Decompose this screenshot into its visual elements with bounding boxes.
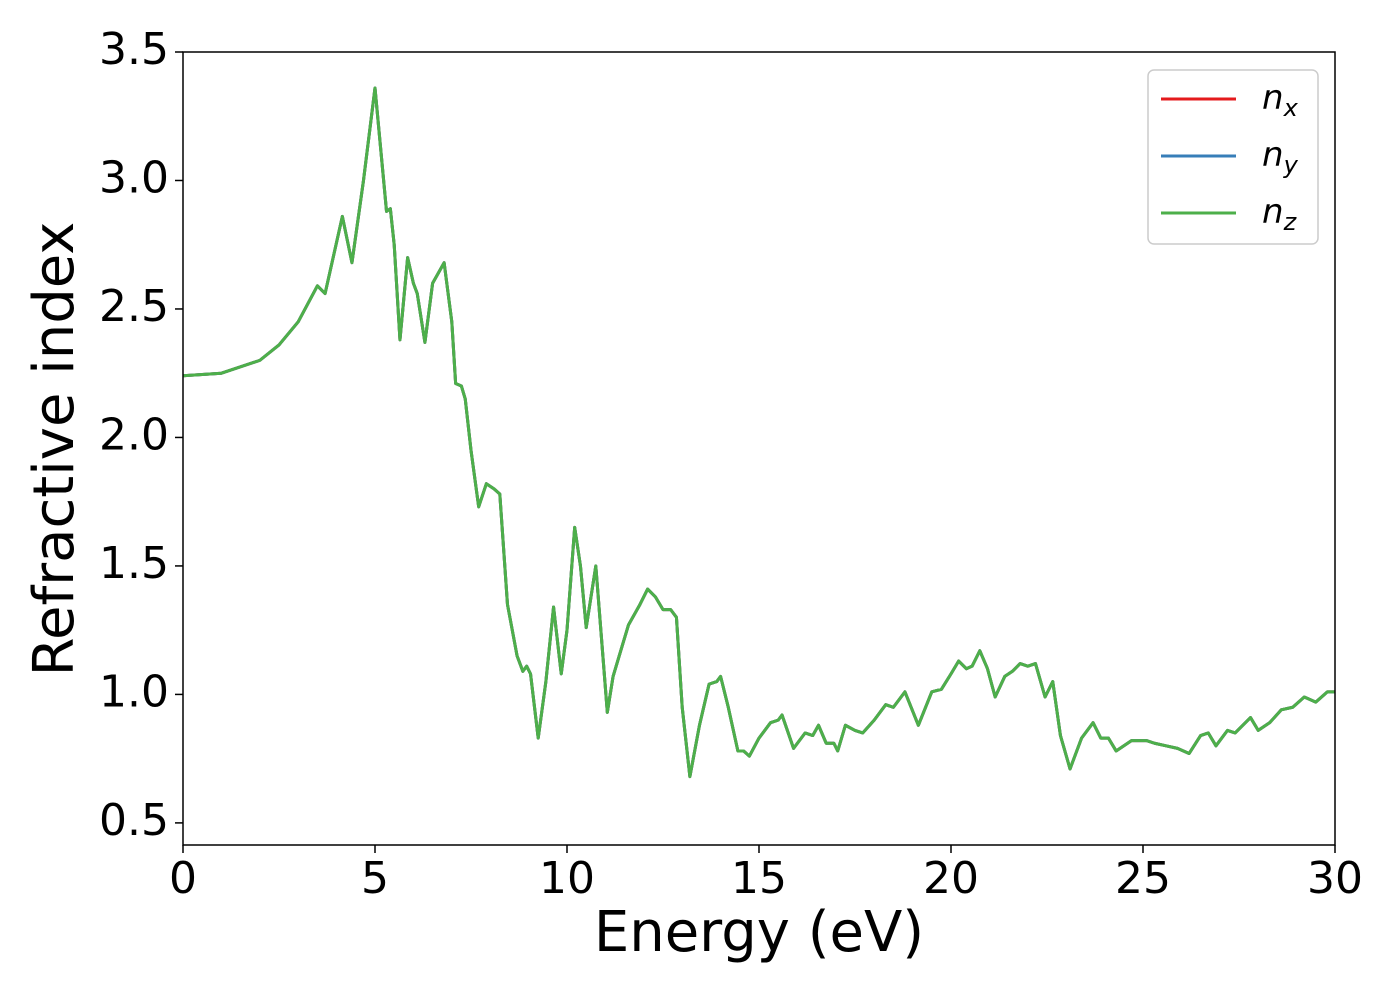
y-tick-label: 2.0 [99,409,169,460]
x-tick-label: 10 [539,853,595,904]
legend-label-sub: z [1283,208,1298,236]
legend-label-sub: x [1283,94,1299,122]
y-tick-label: 2.5 [99,281,169,332]
legend-label: nz [1262,192,1298,237]
x-axis-label: Energy (eV) [594,900,924,965]
legend-label-main: n [1262,135,1284,175]
x-tick-label: 25 [1115,853,1171,904]
x-tick-label: 5 [361,853,389,904]
y-axis-label: Refractive index [22,222,87,677]
y-tick-label: 0.5 [99,795,169,846]
x-tick-label: 30 [1307,853,1363,904]
legend-label-sub: y [1283,151,1299,179]
y-tick-label: 3.0 [99,152,169,203]
x-tick-label: 0 [169,853,197,904]
x-tick-label: 20 [923,853,979,904]
y-tick-label: 1.5 [99,538,169,589]
y-tick-label: 3.5 [99,24,169,75]
legend-label-main: n [1262,192,1284,232]
legend-label: nx [1262,78,1299,123]
line [183,86,1335,779]
y-tick-label: 1.0 [99,666,169,717]
plot-frame [182,51,1336,846]
legend-label: ny [1262,135,1299,180]
legend-label-main: n [1262,78,1284,118]
x-tick-label: 15 [731,853,787,904]
